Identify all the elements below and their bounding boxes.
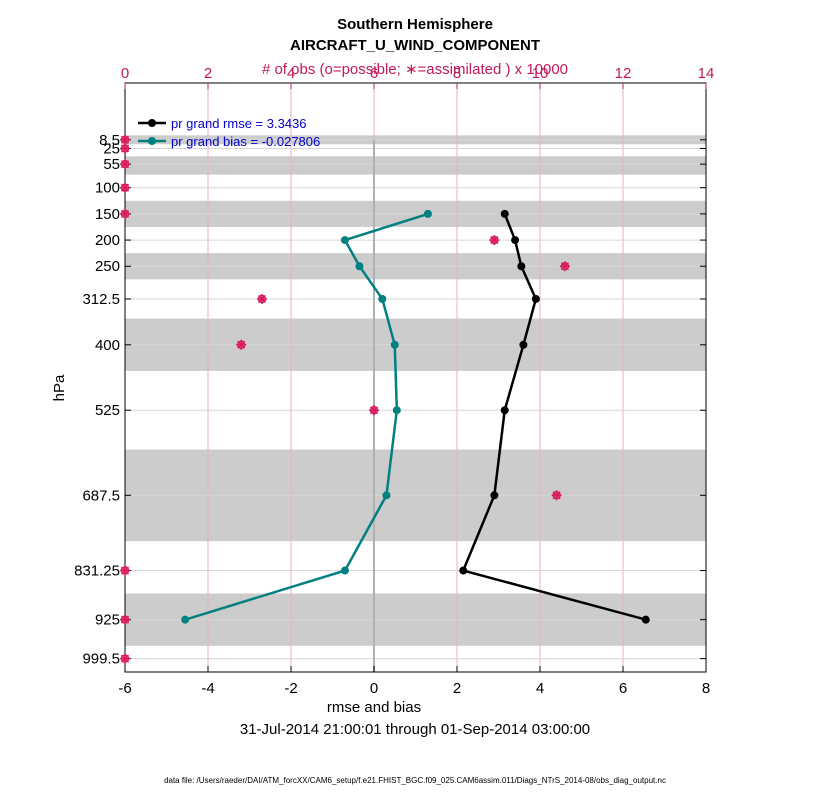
rmse-point-2 bbox=[517, 262, 526, 271]
top-tick-label-3: 6 bbox=[370, 65, 378, 82]
obs-assimilated-9 bbox=[369, 405, 379, 416]
obs-marker-2 bbox=[120, 159, 130, 170]
obs-assimilated-6 bbox=[559, 261, 570, 272]
y-tick-label-6: 250 bbox=[95, 258, 120, 275]
obs-assimilated-2 bbox=[120, 159, 130, 170]
legend-rmse-label: pr grand rmse = 3.3436 bbox=[171, 116, 307, 131]
y-tick-label-3: 100 bbox=[95, 180, 120, 197]
bias-point-8 bbox=[181, 615, 190, 624]
obs-marker-0 bbox=[120, 134, 130, 145]
x-axis-label: rmse and bias bbox=[327, 699, 421, 716]
top-tick-label-2: 4 bbox=[287, 65, 295, 82]
obs-assimilated-1 bbox=[120, 143, 130, 154]
obs-marker-9 bbox=[369, 405, 379, 416]
rmse-point-1 bbox=[511, 236, 520, 245]
obs-assimilated-4 bbox=[120, 208, 130, 219]
obs-marker-12 bbox=[120, 614, 130, 625]
bias-point-3 bbox=[378, 294, 387, 303]
obs-markers bbox=[120, 134, 570, 664]
shaded-band-1 bbox=[125, 156, 706, 175]
obs-marker-13 bbox=[120, 653, 130, 664]
y-tick-label-1: 25 bbox=[103, 140, 120, 157]
obs-marker-4 bbox=[120, 208, 130, 219]
legend-rmse-marker bbox=[148, 119, 156, 127]
y-tick-label-7: 312.5 bbox=[82, 291, 120, 308]
obs-assimilated-0 bbox=[120, 134, 130, 145]
obs-marker-5 bbox=[489, 235, 500, 246]
obs-assimilated-7 bbox=[256, 293, 267, 304]
shaded-bands bbox=[125, 135, 706, 646]
bias-point-2 bbox=[355, 262, 364, 271]
obs-marker-10 bbox=[551, 490, 562, 501]
bias-point-7 bbox=[340, 566, 349, 575]
obs-marker-7 bbox=[256, 293, 267, 304]
top-tick-label-6: 12 bbox=[615, 65, 632, 82]
y-tick-label-0: 8.5 bbox=[99, 132, 120, 149]
legend: pr grand rmse = 3.3436 pr grand bias = -0… bbox=[138, 116, 320, 149]
x-tick-label-3: 0 bbox=[370, 680, 378, 697]
data-file-label: data file: /Users/raeder/DAI/ATM_forcXX/… bbox=[164, 776, 666, 785]
obs-marker-1 bbox=[120, 143, 130, 154]
rmse-point-0 bbox=[500, 209, 509, 218]
rmse-point-5 bbox=[500, 406, 509, 415]
bias-point-1 bbox=[340, 236, 349, 245]
y-tick-label-2: 55 bbox=[103, 156, 120, 173]
obs-assimilated-3 bbox=[120, 182, 130, 193]
top-tick-label-1: 2 bbox=[204, 65, 212, 82]
y-tick-label-8: 400 bbox=[95, 337, 120, 354]
y-tick-label-13: 999.5 bbox=[82, 651, 120, 668]
top-tick-label-7: 14 bbox=[698, 65, 715, 82]
top-tick-label-5: 10 bbox=[532, 65, 549, 82]
obs-marker-11 bbox=[120, 565, 130, 576]
obs-assimilated-10 bbox=[551, 490, 562, 501]
y-tick-label-11: 831.25 bbox=[74, 563, 120, 580]
rmse-point-4 bbox=[519, 340, 528, 349]
y-tick-label-10: 687.5 bbox=[82, 487, 120, 504]
series-layer bbox=[181, 209, 650, 624]
obs-assimilated-5 bbox=[489, 235, 500, 246]
y-tick-label-12: 925 bbox=[95, 612, 120, 629]
obs-marker-3 bbox=[120, 182, 130, 193]
obs-marker-8 bbox=[236, 339, 247, 350]
bias-point-0 bbox=[423, 209, 432, 218]
chart-title-line1: Southern Hemisphere bbox=[337, 16, 493, 33]
x-tick-label-1: -4 bbox=[201, 680, 214, 697]
rmse-point-6 bbox=[490, 491, 499, 500]
y-tick-label-5: 200 bbox=[95, 232, 120, 249]
x-tick-label-2: -2 bbox=[284, 680, 297, 697]
top-axis-label: # of obs (o=possible; ∗=assimilated ) x … bbox=[262, 61, 568, 78]
y-tick-label-9: 525 bbox=[95, 402, 120, 419]
x-tick-label-7: 8 bbox=[702, 680, 710, 697]
obs-assimilated-11 bbox=[120, 565, 130, 576]
top-tick-label-4: 8 bbox=[453, 65, 461, 82]
obs-assimilated-12 bbox=[120, 614, 130, 625]
y-tick-label-4: 150 bbox=[95, 206, 120, 223]
x-tick-label-0: -6 bbox=[118, 680, 131, 697]
x-tick-label-6: 6 bbox=[619, 680, 627, 697]
legend-bias-label: pr grand bias = -0.027806 bbox=[171, 134, 320, 149]
x-tick-label-4: 2 bbox=[453, 680, 461, 697]
rmse-point-7 bbox=[459, 566, 468, 575]
x-tick-label-5: 4 bbox=[536, 680, 544, 697]
bias-point-4 bbox=[390, 340, 399, 349]
bias-point-6 bbox=[382, 491, 391, 500]
y-axis-label: hPa bbox=[51, 374, 68, 401]
date-range-label: 31-Jul-2014 21:00:01 through 01-Sep-2014… bbox=[240, 721, 590, 738]
chart-title-line2: AIRCRAFT_U_WIND_COMPONENT bbox=[290, 37, 540, 54]
legend-bias-marker bbox=[148, 137, 156, 145]
obs-marker-6 bbox=[559, 261, 570, 272]
rmse-point-8 bbox=[641, 615, 650, 624]
obs-assimilated-13 bbox=[120, 653, 130, 664]
top-tick-label-0: 0 bbox=[121, 65, 129, 82]
rmse-point-3 bbox=[531, 294, 540, 303]
obs-assimilated-8 bbox=[236, 339, 247, 350]
plot-frame bbox=[124, 82, 707, 673]
bias-point-5 bbox=[392, 406, 401, 415]
